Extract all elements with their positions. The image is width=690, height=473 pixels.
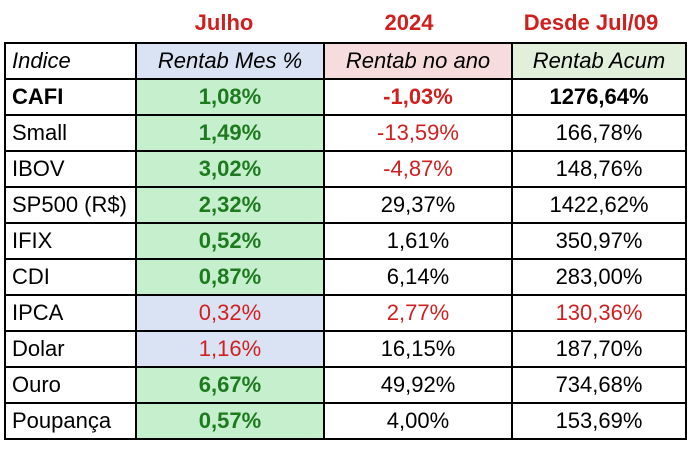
header-cumulative-return: Rentab Acum (511, 42, 687, 80)
row-name: Poupança (4, 402, 137, 440)
table-row: IFIX 0,52% 1,61% 350,97% (4, 222, 687, 260)
row-name: Small (4, 114, 137, 152)
title-month: Julho (194, 10, 254, 35)
row-cumulative-return: 350,97% (511, 222, 687, 260)
table-row: IPCA 0,32% 2,77% 130,36% (4, 294, 687, 332)
row-cumulative-return: 130,36% (511, 294, 687, 332)
table-row: Ouro 6,67% 49,92% 734,68% (4, 366, 687, 404)
row-name: SP500 (R$) (4, 186, 137, 224)
row-cumulative-return: 1276,64% (511, 78, 687, 116)
row-ytd-return: -1,03% (323, 78, 513, 116)
row-name: CDI (4, 258, 137, 296)
row-name: CAFI (4, 78, 137, 116)
table-row: Small 1,49% -13,59% 166,78% (4, 114, 687, 152)
row-monthly-return: 2,32% (135, 186, 325, 224)
row-ytd-return: 1,61% (323, 222, 513, 260)
row-cumulative-return: 148,76% (511, 150, 687, 188)
row-name: IFIX (4, 222, 137, 260)
row-cumulative-return: 166,78% (511, 114, 687, 152)
returns-table: Indice Rentab Mes % Rentab no ano Rentab… (4, 42, 687, 440)
table-row: Poupança 0,57% 4,00% 153,69% (4, 402, 687, 440)
row-ytd-return: 2,77% (323, 294, 513, 332)
table-row: Dolar 1,16% 16,15% 187,70% (4, 330, 687, 368)
row-cumulative-return: 187,70% (511, 330, 687, 368)
table-header-row: Indice Rentab Mes % Rentab no ano Rentab… (4, 42, 687, 80)
row-ytd-return: 16,15% (323, 330, 513, 368)
row-ytd-return: -13,59% (323, 114, 513, 152)
row-cumulative-return: 283,00% (511, 258, 687, 296)
table-row: SP500 (R$) 2,32% 29,37% 1422,62% (4, 186, 687, 224)
row-ytd-return: -4,87% (323, 150, 513, 188)
row-monthly-return: 0,52% (135, 222, 325, 260)
row-monthly-return: 1,16% (135, 330, 325, 368)
row-ytd-return: 49,92% (323, 366, 513, 404)
header-ytd-return: Rentab no ano (323, 42, 513, 80)
row-cumulative-return: 153,69% (511, 402, 687, 440)
row-monthly-return: 0,32% (135, 294, 325, 332)
row-ytd-return: 4,00% (323, 402, 513, 440)
row-name: Ouro (4, 366, 137, 404)
row-name: IBOV (4, 150, 137, 188)
row-monthly-return: 3,02% (135, 150, 325, 188)
row-name: IPCA (4, 294, 137, 332)
row-monthly-return: 6,67% (135, 366, 325, 404)
row-monthly-return: 1,08% (135, 78, 325, 116)
row-monthly-return: 0,87% (135, 258, 325, 296)
table-row: CAFI 1,08% -1,03% 1276,64% (4, 78, 687, 116)
table-row: IBOV 3,02% -4,87% 148,76% (4, 150, 687, 188)
row-monthly-return: 0,57% (135, 402, 325, 440)
row-monthly-return: 1,49% (135, 114, 325, 152)
row-name: Dolar (4, 330, 137, 368)
title-since: Desde Jul/09 (523, 10, 659, 35)
title-year: 2024 (384, 10, 434, 35)
row-ytd-return: 6,14% (323, 258, 513, 296)
row-ytd-return: 29,37% (323, 186, 513, 224)
table-row: CDI 0,87% 6,14% 283,00% (4, 258, 687, 296)
header-index: Indice (4, 42, 137, 80)
header-monthly-return: Rentab Mes % (135, 42, 325, 80)
row-cumulative-return: 734,68% (511, 366, 687, 404)
row-cumulative-return: 1422,62% (511, 186, 687, 224)
